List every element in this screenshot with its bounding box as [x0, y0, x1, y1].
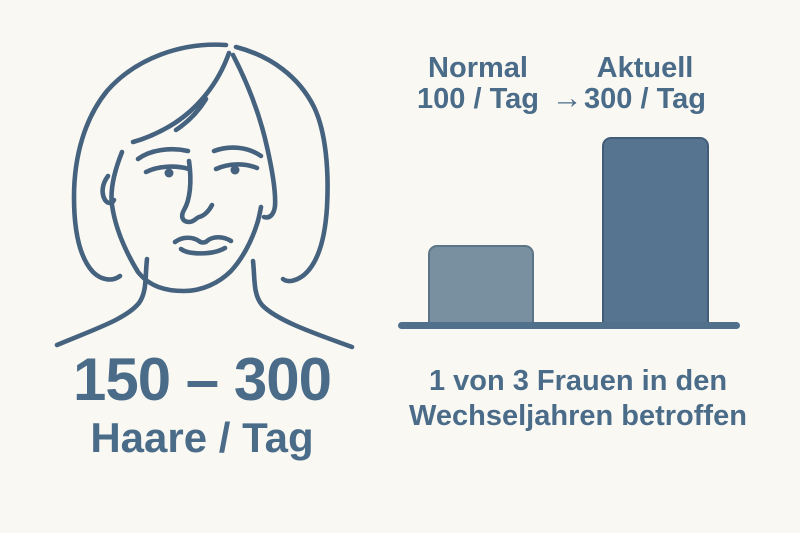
- eyes: [143, 162, 260, 178]
- nose: [179, 158, 215, 225]
- chart-header-normal-label: Normal: [428, 52, 528, 84]
- chart-header-aktuell-value: 300 / Tag: [584, 83, 706, 115]
- chart-header-aktuell-label: Aktuell: [596, 52, 694, 84]
- bar-aktuell: [602, 137, 709, 325]
- eyebrows: [135, 145, 264, 162]
- chart-header-normal-value: 100 / Tag: [417, 83, 539, 115]
- chart-header-normal: Normal 100 / Tag: [393, 53, 563, 115]
- chart-header-aktuell: Aktuell 300 / Tag: [560, 53, 730, 115]
- stat-range: 150 – 300: [73, 346, 332, 413]
- chart-baseline: [398, 322, 740, 329]
- chart-caption-line1: 1 von 3 Frauen in den: [428, 365, 728, 397]
- bar-normal: [428, 245, 534, 325]
- mouth: [172, 234, 234, 256]
- face-outline: [109, 149, 264, 294]
- stat-unit: Haare / Tag: [90, 414, 314, 461]
- chart-caption: 1 von 3 Frauen in den Wechseljahren betr…: [396, 364, 760, 434]
- hair-outline: [71, 42, 330, 284]
- woman-face-illustration: [54, 42, 355, 350]
- neck-shoulders: [54, 256, 355, 350]
- arrow-right-icon: →: [551, 80, 583, 115]
- chart-caption-line2: Wechseljahren betroffen: [409, 400, 747, 432]
